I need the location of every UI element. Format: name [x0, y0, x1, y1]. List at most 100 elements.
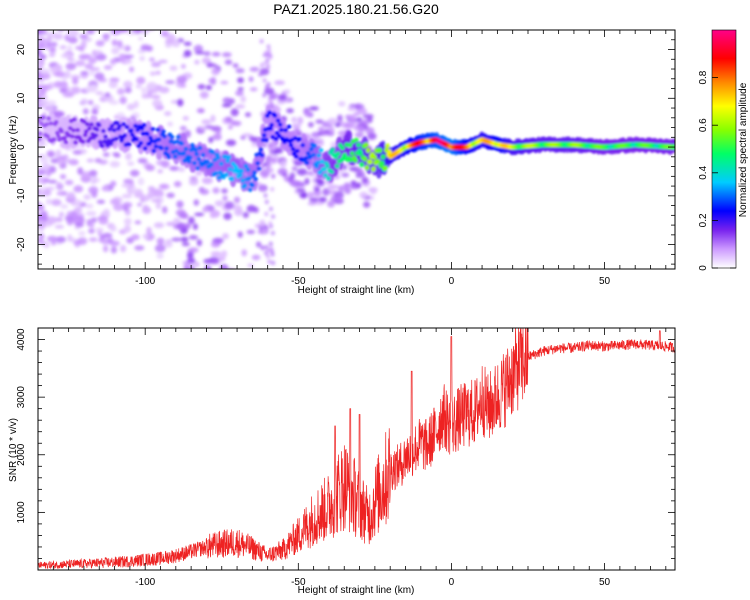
- heatmap-cell: [275, 147, 284, 154]
- heatmap-cell: [93, 50, 101, 56]
- heatmap-cell: [77, 237, 88, 246]
- heatmap-cell: [265, 58, 270, 63]
- heatmap-cell: [196, 239, 202, 247]
- heatmap-cell: [133, 123, 138, 129]
- heatmap-cell: [291, 123, 302, 129]
- heatmap-cell: [116, 112, 125, 119]
- heatmap-cell: [211, 67, 220, 76]
- heatmap-cell: [327, 200, 335, 208]
- heatmap-cell: [154, 244, 166, 253]
- heatmap-cell: [316, 179, 325, 186]
- heatmap-cell: [328, 126, 335, 134]
- heatmap-cell: [99, 143, 105, 149]
- heatmap-cell: [304, 177, 310, 185]
- heatmap-cell: [307, 191, 314, 199]
- heatmap-cell: [259, 63, 264, 68]
- heatmap-cell: [348, 114, 357, 122]
- heatmap-cell: [273, 136, 279, 142]
- heatmap-cell: [201, 119, 212, 125]
- heatmap-cell: [193, 44, 204, 53]
- heatmap-cell: [63, 139, 69, 145]
- heatmap-cell: [329, 185, 340, 189]
- heatmap-cell: [206, 63, 217, 68]
- heatmap-cell: [95, 40, 105, 47]
- heatmap-cell: [103, 134, 108, 139]
- heatmap-cell: [307, 201, 317, 206]
- heatmap-cell: [94, 158, 102, 163]
- heatmap-cell: [326, 176, 331, 181]
- heatmap-cell: [192, 160, 197, 166]
- colorbar: 0 0.2 0.4 0.6 0.8 Normalized spectral amplit…: [698, 29, 749, 271]
- heatmap-cell: [136, 76, 146, 85]
- snr-y-tick-label: 2000: [16, 443, 27, 466]
- heatmap-cell: [363, 142, 369, 148]
- heatmap-cell: [284, 89, 291, 95]
- heatmap-cell: [88, 169, 98, 177]
- heatmap-cell: [353, 125, 365, 131]
- heatmap-cell: [255, 161, 261, 166]
- heatmap-cell: [150, 126, 156, 132]
- heatmap-cell: [72, 77, 79, 85]
- heatmap-cell: [111, 128, 117, 133]
- heatmap-cell: [251, 173, 256, 179]
- heatmap-cell: [230, 108, 239, 117]
- heatmap-cell: [34, 15, 44, 20]
- heatmap-cell: [140, 87, 147, 94]
- heatmap-cell: [197, 84, 206, 90]
- heatmap-cell: [110, 30, 121, 36]
- heatmap-cell: [71, 20, 82, 25]
- heatmap-cell: [238, 173, 244, 178]
- heatmap-cell: [53, 22, 59, 27]
- heatmap-cell: [271, 214, 276, 219]
- heatmap-cell: [38, 59, 45, 67]
- heatmap-cell: [260, 186, 265, 191]
- heatmap-cell: [268, 126, 273, 131]
- heatmap-cell: [334, 163, 340, 169]
- heatmap-cell: [102, 38, 110, 42]
- heatmap-cell: [59, 45, 67, 50]
- heatmap-cell: [84, 122, 90, 127]
- heatmap-cell: [181, 242, 190, 247]
- heatmap-cell: [315, 119, 324, 124]
- heatmap-cell: [194, 151, 200, 157]
- heatmap-cell: [135, 30, 143, 32]
- heatmap-cell: [226, 155, 232, 160]
- heatmap-cell: [179, 125, 187, 131]
- spectrogram-y-tick-label: 10: [16, 92, 27, 104]
- heatmap-cell: [156, 237, 165, 245]
- heatmap-cell: [75, 60, 86, 67]
- heatmap-cell: [336, 196, 343, 202]
- heatmap-marks: [34, 15, 675, 269]
- heatmap-cell: [361, 176, 369, 184]
- heatmap-cell: [46, 116, 52, 121]
- heatmap-cell: [95, 53, 107, 61]
- heatmap-cell: [199, 126, 206, 130]
- heatmap-cell: [367, 133, 377, 140]
- heatmap-cell: [249, 66, 260, 72]
- heatmap-cell: [76, 213, 85, 218]
- colorbar-scale: [711, 29, 737, 269]
- heatmap-cell: [166, 33, 176, 42]
- heatmap-cell: [129, 66, 135, 73]
- heatmap-cell: [278, 127, 284, 133]
- heatmap-cell: [270, 230, 275, 236]
- heatmap-cell: [158, 183, 168, 189]
- heatmap-cell: [176, 134, 181, 140]
- heatmap-cell: [213, 171, 219, 176]
- heatmap-cell: [183, 49, 192, 58]
- heatmap-cell: [95, 91, 104, 96]
- heatmap-cell: [245, 167, 251, 172]
- heatmap-cell: [124, 59, 133, 64]
- heatmap-cell: [109, 123, 115, 129]
- heatmap-cell: [110, 246, 117, 254]
- heatmap-cell: [90, 24, 97, 28]
- heatmap-cell: [265, 254, 270, 259]
- heatmap-cell: [259, 68, 270, 76]
- heatmap-cell: [359, 191, 368, 199]
- heatmap-cell: [319, 159, 325, 164]
- heatmap-cell: [143, 23, 154, 28]
- heatmap-cell: [109, 240, 120, 246]
- heatmap-cell: [295, 148, 300, 154]
- heatmap-cell: [203, 51, 211, 57]
- heatmap-cell: [222, 195, 228, 202]
